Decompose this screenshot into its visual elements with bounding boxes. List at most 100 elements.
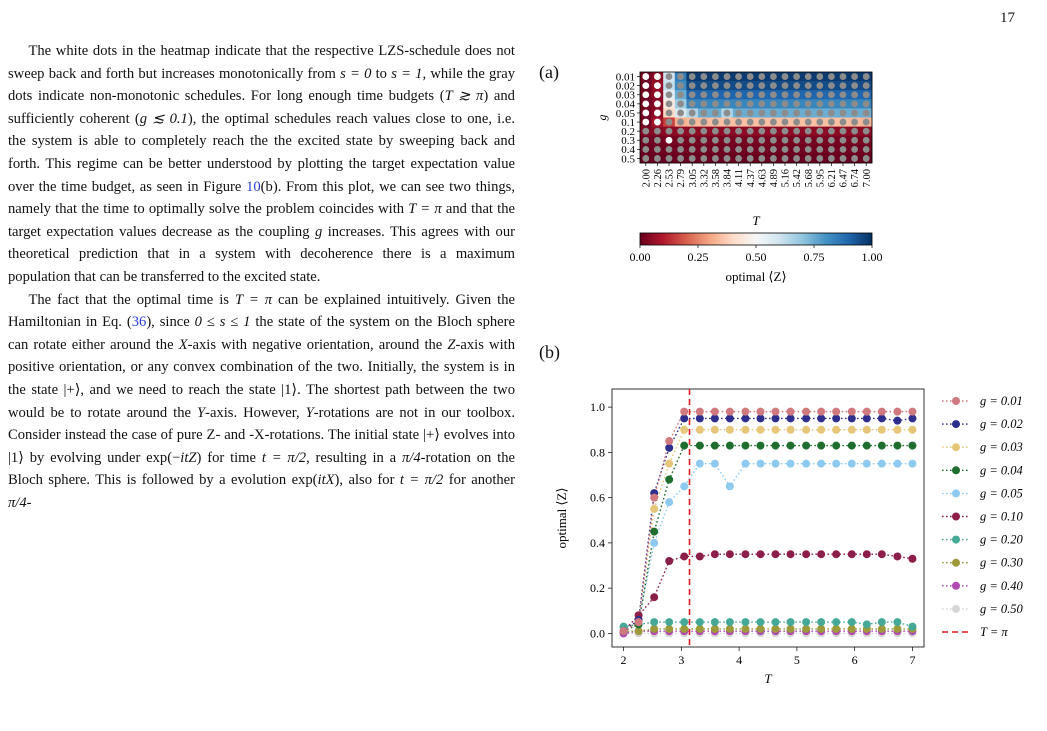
- non-monotonic-dot: [793, 73, 800, 80]
- non-monotonic-dot: [654, 127, 661, 135]
- y-tick-label: 0.3: [621, 135, 635, 147]
- data-point: [680, 624, 689, 633]
- text-run: the state of the system on the Bloch sph…: [8, 314, 515, 353]
- text-run: can be explained intuitively. Given the …: [8, 291, 515, 331]
- non-monotonic-dot: [735, 127, 742, 135]
- data-point: [847, 414, 856, 423]
- non-monotonic-dot: [770, 73, 777, 80]
- math-inline: T = π: [235, 291, 273, 308]
- data-point: [847, 425, 856, 434]
- data-point: [695, 441, 704, 450]
- non-monotonic-dot: [770, 118, 777, 126]
- non-monotonic-dot: [839, 145, 847, 153]
- non-monotonic-dot: [642, 155, 650, 162]
- colorbar-tick-label: 0.25: [688, 250, 709, 264]
- non-monotonic-dot: [839, 91, 847, 99]
- data-point: [650, 493, 659, 502]
- data-point: [847, 624, 856, 633]
- text-run: , while the gray dots indicate non-monot…: [8, 65, 515, 105]
- non-monotonic-dot: [712, 127, 719, 135]
- text-run: , resulting in a: [306, 449, 402, 466]
- non-monotonic-dot: [735, 118, 742, 126]
- data-point: [862, 459, 871, 468]
- x-tick-label: 3.58: [711, 169, 722, 187]
- non-monotonic-dot: [735, 100, 742, 108]
- non-monotonic-dot: [700, 136, 708, 144]
- y-tick-label: 0.04: [616, 99, 636, 111]
- data-point: [802, 618, 811, 627]
- series-line: [623, 444, 913, 632]
- text-run: The fact that the optimal time is: [28, 291, 235, 308]
- non-monotonic-dot: [793, 109, 800, 117]
- data-point: [832, 550, 841, 559]
- data-point: [680, 414, 689, 423]
- panel-b-label: (b): [539, 342, 560, 362]
- non-monotonic-dot: [758, 145, 766, 153]
- y-tick-label: 0.02: [616, 80, 635, 92]
- data-point: [771, 550, 780, 559]
- cross-reference-link[interactable]: 36: [131, 314, 147, 331]
- x-tick-label: 2.79: [676, 169, 687, 187]
- y-tick-label: 0.0: [590, 626, 605, 640]
- non-monotonic-dot: [839, 136, 847, 144]
- data-point: [634, 627, 643, 636]
- x-tick-label: 7.00: [862, 169, 873, 187]
- math-inline: Z: [447, 336, 456, 353]
- text-run: -axis with positive orientation, or any …: [8, 336, 515, 421]
- legend-marker: [952, 489, 960, 498]
- non-monotonic-dot: [851, 118, 858, 126]
- data-point: [802, 624, 811, 633]
- data-point: [725, 482, 734, 491]
- data-point: [725, 425, 734, 434]
- non-monotonic-dot: [862, 82, 870, 90]
- legend-marker: [952, 535, 960, 544]
- data-point: [802, 414, 811, 423]
- data-point: [817, 618, 826, 627]
- data-point: [725, 414, 734, 423]
- plot-frame: [611, 388, 925, 648]
- text-run: increases. This agrees with our theoreti…: [8, 223, 515, 285]
- y-tick-label: 0.1: [621, 117, 635, 129]
- y-tick-label: 0.8: [590, 445, 605, 459]
- non-monotonic-dot: [700, 100, 708, 108]
- data-point: [817, 414, 826, 423]
- non-monotonic-dot: [793, 145, 800, 153]
- data-point: [665, 459, 674, 468]
- non-monotonic-dot: [677, 82, 684, 90]
- non-monotonic-dot: [793, 91, 800, 99]
- non-monotonic-dot: [862, 145, 870, 153]
- cross-reference-link[interactable]: 10: [246, 178, 261, 195]
- non-monotonic-dot: [862, 155, 870, 162]
- x-tick-label: 2: [621, 653, 627, 667]
- non-monotonic-dot: [839, 82, 847, 90]
- monotonic-dot: [642, 82, 650, 90]
- non-monotonic-dot: [665, 155, 673, 162]
- non-monotonic-dot: [851, 91, 858, 99]
- data-point: [771, 425, 780, 434]
- non-monotonic-dot: [700, 155, 708, 162]
- non-monotonic-dot: [665, 145, 673, 153]
- non-monotonic-dot: [828, 100, 835, 108]
- legend-label: g = 0.30: [980, 556, 1024, 570]
- data-point: [665, 624, 674, 633]
- data-point: [877, 459, 886, 468]
- non-monotonic-dot: [793, 118, 800, 126]
- data-point: [908, 622, 917, 631]
- data-point: [680, 425, 689, 434]
- non-monotonic-dot: [781, 145, 789, 153]
- non-monotonic-dot: [712, 118, 719, 126]
- colorbar-label: optimal ⟨Z⟩: [725, 269, 786, 284]
- monotonic-dot: [654, 100, 661, 108]
- text-run: -axis with negative orientation, around …: [187, 336, 448, 353]
- data-point: [832, 624, 841, 633]
- non-monotonic-dot: [804, 82, 812, 90]
- paragraph: The white dots in the heatmap indicate t…: [8, 40, 515, 289]
- text-run: for another: [443, 472, 516, 489]
- non-monotonic-dot: [804, 145, 812, 153]
- non-monotonic-dot: [677, 155, 684, 162]
- non-monotonic-dot: [677, 73, 684, 80]
- non-monotonic-dot: [781, 109, 789, 117]
- non-monotonic-dot: [642, 145, 650, 153]
- legend-label: g = 0.03: [980, 440, 1023, 454]
- non-monotonic-dot: [828, 136, 835, 144]
